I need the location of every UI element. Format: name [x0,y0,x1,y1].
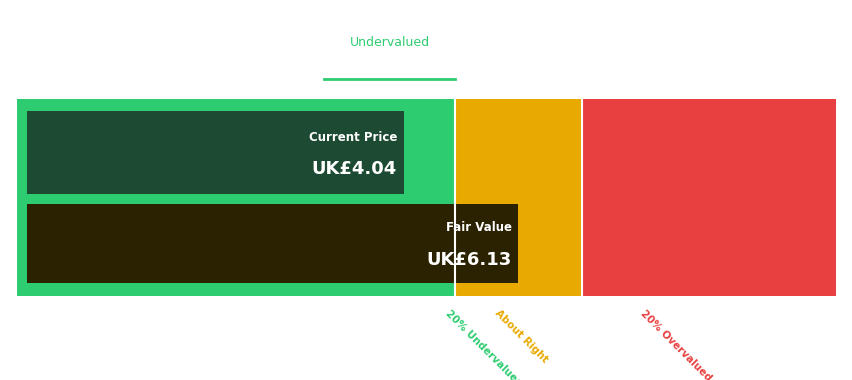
Bar [27,111,403,194]
Text: 20% Undervalued: 20% Undervalued [444,308,524,380]
Bar [27,204,518,283]
Text: Undervalued: Undervalued [349,36,429,49]
Text: 20% Overvalued: 20% Overvalued [638,308,712,380]
Text: About Right: About Right [492,308,549,365]
Bar [17,99,455,296]
Text: Fair Value: Fair Value [445,221,511,234]
Bar [17,99,455,107]
Text: Current Price: Current Price [308,131,396,144]
Text: UK£6.13: UK£6.13 [426,252,511,269]
Text: UK£4.04: UK£4.04 [311,160,396,178]
Bar [581,99,835,296]
Bar [455,99,581,296]
